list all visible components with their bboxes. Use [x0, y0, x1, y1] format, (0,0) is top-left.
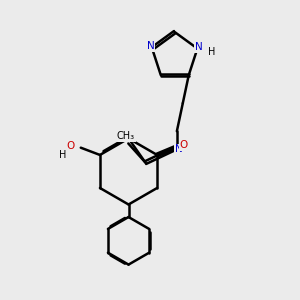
Text: N: N	[175, 144, 182, 154]
Text: H: H	[208, 47, 215, 58]
Text: CH₃: CH₃	[117, 131, 135, 141]
Text: N: N	[147, 41, 154, 51]
Text: N: N	[195, 42, 203, 52]
Text: H: H	[59, 150, 66, 160]
Text: O: O	[66, 141, 74, 151]
Text: O: O	[179, 140, 188, 150]
